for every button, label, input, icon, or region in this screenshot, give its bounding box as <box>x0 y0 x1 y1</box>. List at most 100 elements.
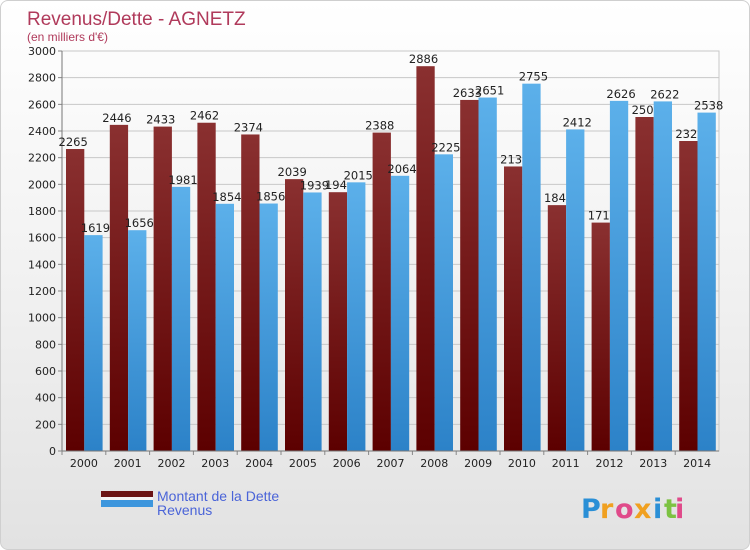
data-label-revenus: 1856 <box>256 190 285 204</box>
legend: Montant de la Dette Revenus <box>101 488 279 518</box>
data-label-dette: 2374 <box>234 120 263 134</box>
data-label-dette: 2462 <box>190 109 219 123</box>
x-tick-label: 2011 <box>552 457 580 470</box>
data-label-dette: 184 <box>544 191 566 205</box>
x-tick-label: 2010 <box>508 457 536 470</box>
data-label-dette: 194 <box>325 178 347 192</box>
data-label-dette: 171 <box>588 209 610 223</box>
x-tick-label: 2004 <box>245 457 273 470</box>
legend-label-dette: Montant de la Dette <box>157 488 279 504</box>
bar-revenus-2013 <box>653 101 672 452</box>
data-label-dette: 2388 <box>365 119 394 133</box>
x-tick-label: 2008 <box>420 457 448 470</box>
bar-revenus-2004 <box>259 203 278 451</box>
x-tick-label: 2012 <box>596 457 624 470</box>
y-tick-label: 200 <box>35 418 56 431</box>
bar-revenus-2009 <box>478 97 497 452</box>
logo-letter: P <box>581 494 601 525</box>
bar-revenus-2000 <box>84 235 103 451</box>
bar-dette-2004 <box>241 134 260 451</box>
y-tick-label: 1800 <box>28 205 56 218</box>
legend-swatch-revenus <box>101 500 153 507</box>
logo-letter: x <box>634 494 651 525</box>
bar-dette-2014 <box>679 141 698 451</box>
chart-subtitle: (en milliers d'€) <box>27 30 108 44</box>
bar-dette-2005 <box>285 179 304 451</box>
bar-revenus-2012 <box>609 100 629 451</box>
bars <box>66 66 716 452</box>
bar-revenus-2014 <box>697 112 716 451</box>
data-label-revenus: 2225 <box>431 140 460 154</box>
data-label-dette: 232 <box>675 127 697 141</box>
data-label-dette: 2039 <box>278 165 307 179</box>
x-tick-label: 2001 <box>114 457 142 470</box>
data-label-revenus: 2755 <box>519 70 548 84</box>
data-label-revenus: 1656 <box>125 216 154 230</box>
data-label-revenus: 1939 <box>300 178 329 192</box>
data-label-dette: 2886 <box>409 52 438 66</box>
bar-revenus-2001 <box>128 230 147 451</box>
x-tick-label: 2000 <box>70 457 98 470</box>
y-axis-ticks: 0 200 400 600 800 1000 1200 1400 1600 1800 2000 220… <box>28 45 63 458</box>
y-tick-label: 2000 <box>28 178 56 191</box>
y-tick-label: 2400 <box>28 125 56 138</box>
data-label-revenus: 2015 <box>344 168 373 182</box>
legend-label-revenus: Revenus <box>157 502 212 518</box>
y-tick-label: 0 <box>49 445 56 458</box>
x-axis-ticks: 2000 2001 2002 2003 2004 2005 2006 2007 2008 2009… <box>61 450 719 470</box>
x-tick-label: 2005 <box>289 457 317 470</box>
bar-dette-2002 <box>153 126 172 451</box>
data-label-dette: 2446 <box>102 111 131 125</box>
data-label-revenus: 2626 <box>606 87 635 101</box>
data-label-revenus: 2651 <box>475 84 504 98</box>
y-tick-label: 400 <box>35 392 56 405</box>
chart-title: Revenus/Dette - AGNETZ <box>27 9 246 30</box>
data-label-dette: 2633 <box>453 86 482 100</box>
data-label-revenus: 1854 <box>212 190 241 204</box>
data-label-revenus: 2064 <box>387 162 416 176</box>
x-tick-label: 2014 <box>683 457 711 470</box>
x-tick-label: 2007 <box>377 457 405 470</box>
bar-dette-2001 <box>109 124 129 451</box>
logo-letter: i <box>675 494 684 525</box>
bar-dette-2006 <box>328 192 348 451</box>
data-label-revenus: 2538 <box>694 99 723 113</box>
x-tick-label: 2013 <box>639 457 667 470</box>
logo-letter: o <box>615 494 634 525</box>
x-tick-label: 2002 <box>158 457 186 470</box>
bar-revenus-2006 <box>347 182 366 452</box>
x-tick-label: 2009 <box>464 457 492 470</box>
y-tick-label: 3000 <box>28 45 56 58</box>
bar-dette-2008 <box>416 66 435 451</box>
y-tick-label: 2600 <box>28 98 56 111</box>
y-tick-label: 2200 <box>28 152 56 165</box>
bar-revenus-2011 <box>566 129 585 451</box>
data-labels: 2265 1619 2446 1656 2433 1981 2462 1854 2374 1856… <box>59 52 724 235</box>
data-label-dette: 2433 <box>146 113 175 127</box>
y-tick-label: 600 <box>35 365 56 378</box>
bar-dette-2013 <box>635 117 654 451</box>
bar-dette-2010 <box>504 166 523 451</box>
y-tick-label: 1400 <box>28 258 56 271</box>
data-label-dette: 213 <box>500 152 522 166</box>
data-label-revenus: 2622 <box>650 87 679 101</box>
x-tick-label: 2003 <box>201 457 229 470</box>
data-label-dette: 2265 <box>59 135 88 149</box>
logo-letter: t <box>664 494 677 525</box>
logo-letter: i <box>653 494 662 525</box>
legend-swatch-separator <box>101 497 153 500</box>
logo-letter: r <box>600 494 614 525</box>
bar-dette-2011 <box>547 205 567 451</box>
bar-revenus-2008 <box>434 154 453 452</box>
bar-revenus-2003 <box>215 203 234 451</box>
x-tick-label: 2006 <box>333 457 361 470</box>
y-tick-label: 1200 <box>28 285 56 298</box>
data-label-revenus: 1981 <box>168 173 197 187</box>
bar-dette-2007 <box>372 132 391 451</box>
bar-dette-2012 <box>591 222 610 451</box>
bar-revenus-2007 <box>390 175 410 452</box>
y-tick-label: 1600 <box>28 232 56 245</box>
